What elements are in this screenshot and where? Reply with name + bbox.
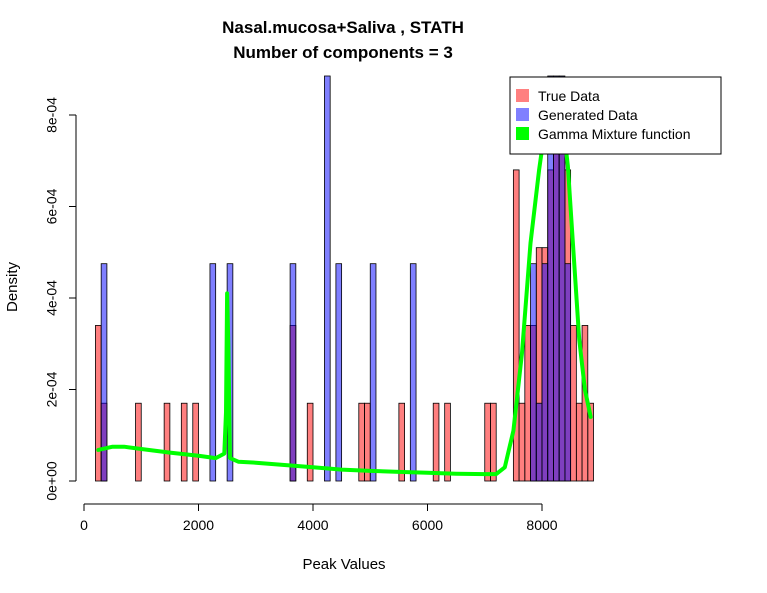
bar-true-data xyxy=(192,402,199,482)
bar-true-data xyxy=(306,402,314,482)
bar-generated-data xyxy=(530,263,537,482)
bar-true-data xyxy=(587,402,594,482)
legend-box xyxy=(509,76,722,155)
bar-true-data xyxy=(484,402,491,482)
y-tick-label: 8e-04 xyxy=(44,97,60,133)
x-tick-label: 4000 xyxy=(297,517,328,533)
legend-label-generated-data: Generated Data xyxy=(538,107,638,123)
x-axis-label: Peak Values xyxy=(302,556,385,573)
bar-true-data xyxy=(512,169,520,482)
legend-swatch-generated-data xyxy=(516,108,529,121)
bar-generated-data xyxy=(564,263,572,482)
bar-generated-data xyxy=(324,75,331,482)
legend-swatch-gamma-mixture xyxy=(516,127,529,140)
bar-true-data xyxy=(524,325,531,482)
bar-true-data xyxy=(575,402,583,482)
bar-generated-data xyxy=(535,402,543,482)
y-axis: 0e+00 2e-04 4e-04 6e-04 8e-04 xyxy=(44,97,77,501)
legend: True Data Generated Data Gamma Mixture f… xyxy=(509,76,722,155)
bar-true-data xyxy=(135,402,142,482)
x-tick-label: 0 xyxy=(80,517,88,533)
legend-label-gamma-mixture: Gamma Mixture function xyxy=(538,126,691,142)
bar-generated-data xyxy=(209,263,217,482)
bar-true-data xyxy=(432,402,440,482)
x-axis: 0 2000 4000 6000 8000 xyxy=(80,503,558,533)
bar-true-data xyxy=(518,402,526,482)
legend-swatch-true-data xyxy=(516,89,529,102)
bar-true-data xyxy=(444,402,451,482)
bars-layer xyxy=(95,75,594,482)
bar-generated-data xyxy=(541,263,549,482)
bar-true-data xyxy=(490,402,497,482)
y-tick-label: 2e-04 xyxy=(44,371,60,407)
bar-generated-data xyxy=(409,263,417,482)
x-tick-label: 2000 xyxy=(183,517,214,533)
bar-generated-data xyxy=(289,263,297,482)
bar-generated-data xyxy=(369,263,377,482)
y-tick-label: 4e-04 xyxy=(44,280,60,316)
y-tick-label: 6e-04 xyxy=(44,188,60,224)
bar-true-data xyxy=(163,402,171,482)
bar-true-data xyxy=(398,402,405,482)
y-tick-label: 0e+00 xyxy=(44,461,60,501)
bar-generated-data xyxy=(100,263,108,482)
legend-label-true-data: True Data xyxy=(538,88,600,104)
chart-subtitle: Number of components = 3 xyxy=(233,43,453,62)
x-tick-label: 6000 xyxy=(412,517,443,533)
bar-generated-data xyxy=(335,263,343,482)
bar-true-data xyxy=(95,325,102,482)
y-axis-label: Density xyxy=(4,261,21,312)
chart-title: Nasal.mucosa+Saliva , STATH xyxy=(222,18,464,37)
x-tick-label: 8000 xyxy=(526,517,557,533)
bar-true-data xyxy=(180,402,188,482)
bar-true-data xyxy=(570,325,577,482)
